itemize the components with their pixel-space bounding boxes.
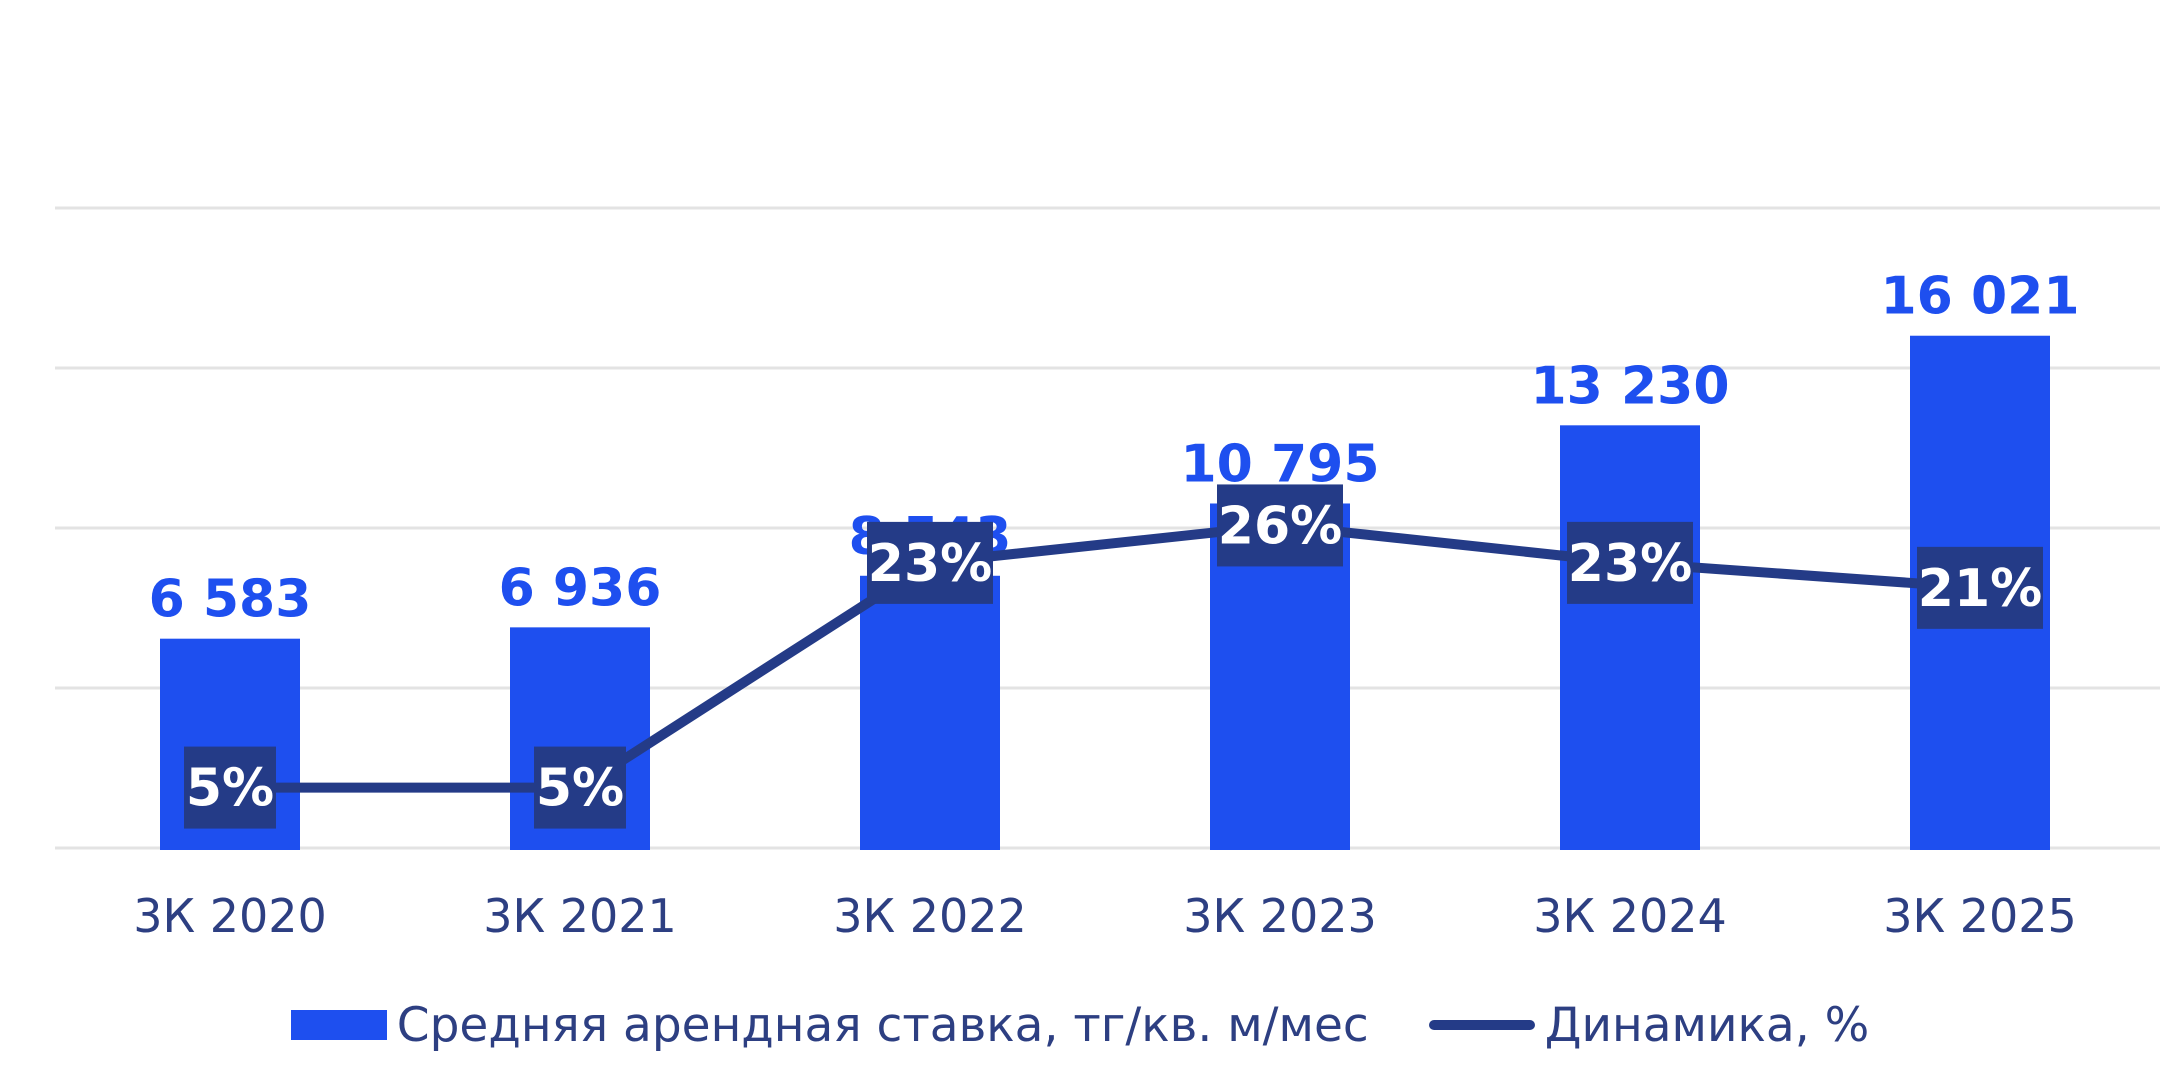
legend-label-line: Динамика, % xyxy=(1544,997,1870,1053)
legend-swatch-line xyxy=(1428,1020,1535,1030)
chart-legend: Средняя арендная ставка, тг/кв. м/мес Ди… xyxy=(0,990,2160,1060)
x-tick-label-5: 3К 2025 xyxy=(1883,889,2077,943)
line-value-label-3: 26% xyxy=(1218,496,1342,556)
bar-value-label-5: 16 021 xyxy=(1880,267,2079,327)
line-series xyxy=(225,520,1985,793)
line-value-label-5: 21% xyxy=(1918,559,2042,619)
line-value-label-0: 5% xyxy=(186,759,274,819)
x-tick-label-1: 3К 2021 xyxy=(483,889,677,943)
line-label-box-4 xyxy=(1567,521,1693,604)
bar-4 xyxy=(1560,425,1700,850)
gridlines xyxy=(55,206,2160,850)
line-value-label-2: 23% xyxy=(868,534,992,594)
legend-swatch-bar xyxy=(290,1010,387,1040)
bar-value-label-0: 6 583 xyxy=(149,570,312,630)
x-tick-label-4: 3К 2024 xyxy=(1533,889,1727,943)
legend-item-bar[interactable]: Средняя арендная ставка, тг/кв. м/мес xyxy=(290,997,1369,1053)
line-label-box-0 xyxy=(184,746,276,829)
legend-item-line[interactable]: Динамика, % xyxy=(1428,997,1870,1053)
bar-value-label-4: 13 230 xyxy=(1530,356,1729,416)
line-label-box-5 xyxy=(1917,546,2043,629)
x-tick-label-0: 3К 2020 xyxy=(133,889,327,943)
x-tick-label-2: 3К 2022 xyxy=(833,889,1027,943)
line-label-box-1 xyxy=(534,746,626,829)
x-tick-label-3: 3К 2023 xyxy=(1183,889,1377,943)
line-label-box-3 xyxy=(1217,484,1343,567)
bar-2 xyxy=(860,575,1000,850)
line-label-box-2 xyxy=(867,521,993,604)
line-value-labels: 5% 5% 23% 26% 23% 21% xyxy=(184,484,2043,829)
line-path xyxy=(225,520,1985,793)
line-value-label-1: 5% xyxy=(536,759,624,819)
line-value-label-4: 23% xyxy=(1568,534,1692,594)
x-axis-labels: 3К 2020 3К 2021 3К 2022 3К 2023 3К 2024 3К 20… xyxy=(133,889,2077,943)
legend-label-bar: Средняя арендная ставка, тг/кв. м/мес xyxy=(396,997,1369,1053)
bar-series xyxy=(160,335,2050,850)
bar-value-label-1: 6 936 xyxy=(499,558,662,618)
